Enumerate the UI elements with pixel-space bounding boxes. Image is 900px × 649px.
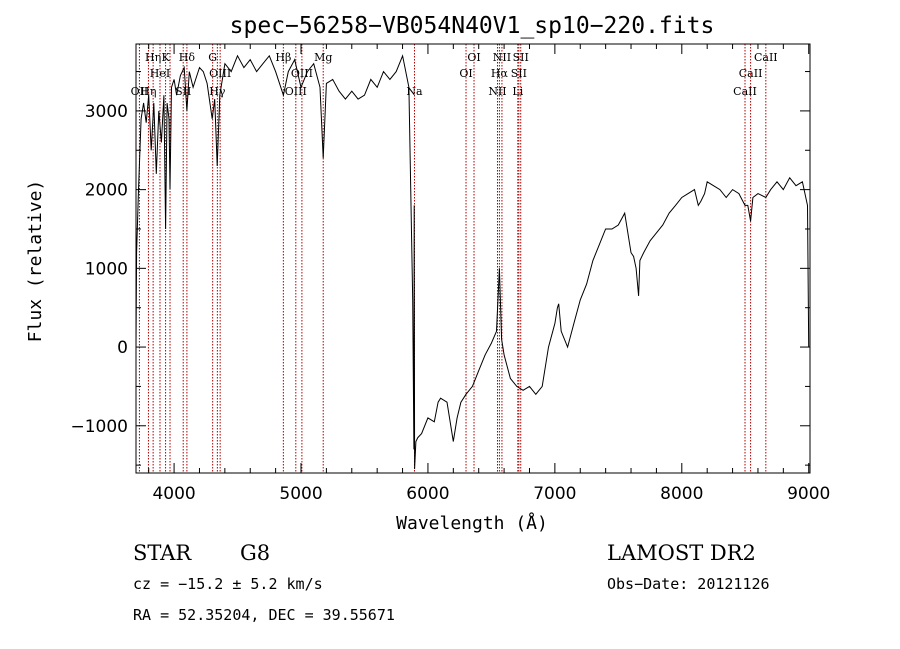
line-marker-label: OII xyxy=(131,85,149,98)
line-marker-label: CaII xyxy=(733,85,757,98)
y-axis-ticks: −1000 0 1000 2000 3000 xyxy=(70,71,810,466)
line-marker-label: OIII xyxy=(285,85,307,98)
line-marker-label: Hα xyxy=(491,67,509,80)
x-tick-label: 4000 xyxy=(152,484,195,504)
plot-frame xyxy=(135,43,811,474)
redshift-readout: cz = −15.2 ± 5.2 km/s xyxy=(133,575,323,593)
y-tick-label: 1000 xyxy=(85,259,128,279)
x-axis-title: Wavelength (Å) xyxy=(396,512,548,534)
line-marker-label: NII xyxy=(488,85,506,98)
line-marker-label: NII xyxy=(493,51,511,64)
line-marker-label: SII xyxy=(175,85,191,98)
line-marker-label: Hγ xyxy=(209,85,226,98)
line-marker-label: OI xyxy=(467,51,480,64)
line-marker-label: Mg xyxy=(314,51,332,64)
line-marker-label: OI xyxy=(459,67,472,80)
x-tick-label: 8000 xyxy=(660,484,703,504)
x-axis-ticks: 4000 5000 6000 7000 8000 9000 xyxy=(148,44,830,504)
line-marker-label: Na xyxy=(406,85,423,98)
line-marker-label: CaII xyxy=(754,51,778,64)
x-tick-label: 7000 xyxy=(533,484,576,504)
line-markers xyxy=(138,44,767,473)
coordinates-readout: RA = 52.35204, DEC = 39.55671 xyxy=(133,606,395,624)
y-tick-label: 3000 xyxy=(85,102,128,122)
line-marker-label: CaII xyxy=(739,67,763,80)
x-tick-label: 9000 xyxy=(787,484,830,504)
y-tick-label: 2000 xyxy=(85,181,128,201)
line-marker-label: Li xyxy=(512,85,523,98)
spectral-subclass: G8 xyxy=(240,541,270,565)
line-marker-label: SII xyxy=(513,51,529,64)
line-marker-label: Hη xyxy=(145,51,161,64)
spectrum-line xyxy=(135,54,810,470)
chart-title: spec−56258−VB054N40V1_sp10−220.fits xyxy=(230,13,715,39)
line-marker-label: G xyxy=(208,51,217,64)
x-tick-label: 6000 xyxy=(406,484,449,504)
obs-date-readout: Obs−Date: 20121126 xyxy=(607,575,770,593)
line-marker-label: Hη xyxy=(140,85,156,98)
x-tick-label: 5000 xyxy=(279,484,322,504)
line-marker-label: Hβ xyxy=(275,51,291,64)
y-tick-label: 0 xyxy=(117,338,128,358)
y-axis-title: Flux (relative) xyxy=(25,180,46,343)
line-marker-label: K xyxy=(161,51,170,64)
y-tick-label: −1000 xyxy=(70,417,128,437)
line-marker-label: SII xyxy=(511,67,527,80)
line-marker-label: Hδ xyxy=(179,51,196,64)
line-marker-label: OIII xyxy=(209,67,231,80)
object-class: STAR xyxy=(133,541,192,565)
line-marker-label: OIII xyxy=(291,67,313,80)
line-marker-label: HeI xyxy=(150,67,170,80)
survey-name: LAMOST DR2 xyxy=(607,541,756,565)
